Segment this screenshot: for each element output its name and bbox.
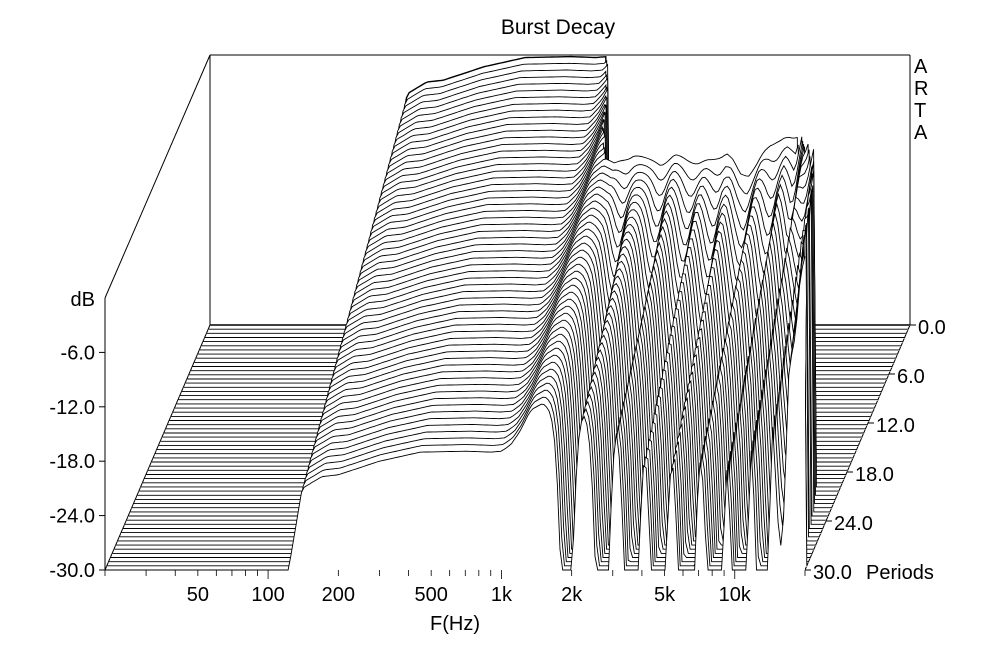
y-tick-label: -24.0 <box>49 506 95 528</box>
decay-slice-line <box>165 144 866 430</box>
z-axis-label: Periods <box>866 562 934 584</box>
x-axis-ticks: 50 100 200 500 1k 2k 5k 10k <box>104 570 806 606</box>
decay-slice-line <box>105 256 806 571</box>
x-tick-label: 1k <box>491 584 513 606</box>
y-tick-label: -30.0 <box>49 560 95 582</box>
left-depth-bottom-edge <box>104 324 211 571</box>
x-tick-label: 50 <box>187 584 209 606</box>
decay-slice-line <box>160 143 861 442</box>
x-tick-label: 500 <box>414 584 447 606</box>
decay-slice-line <box>167 136 868 426</box>
z-tick-label: 18.0 <box>855 464 894 486</box>
y-axis-ticks: -6.0 -12.0 -18.0 -24.0 -30.0 <box>49 342 105 582</box>
x-tick-label: 200 <box>322 584 355 606</box>
x-tick-label: 5k <box>654 584 676 606</box>
x-tick-label: 2k <box>561 584 583 606</box>
decay-slices <box>105 55 910 571</box>
left-depth-top-edge <box>104 54 211 299</box>
y-axis-label: dB <box>71 289 95 311</box>
z-tick-label: 30.0 <box>813 562 852 584</box>
decay-slice-line <box>108 245 809 563</box>
decay-slice-line <box>163 136 864 434</box>
y-tick-label: -18.0 <box>49 451 95 473</box>
y-tick-label: -12.0 <box>49 397 95 419</box>
z-tick-label: 6.0 <box>897 366 925 388</box>
z-axis-ticks: 0.0 6.0 12.0 18.0 24.0 30.0 <box>805 317 946 584</box>
x-axis-label: F(Hz) <box>430 613 480 635</box>
z-tick-label: 24.0 <box>834 513 873 535</box>
decay-slice-line <box>106 250 808 567</box>
decay-slice-fill <box>133 193 834 505</box>
z-tick-label: 0.0 <box>918 317 946 339</box>
x-tick-label: 10k <box>719 584 752 606</box>
decay-slice-fill <box>105 256 805 571</box>
x-tick-label: 100 <box>251 584 284 606</box>
decay-slice-fill <box>126 228 827 522</box>
z-tick-label: 12.0 <box>876 415 915 437</box>
chart-title: Burst Decay <box>501 16 616 39</box>
decay-slice-line <box>110 256 811 558</box>
decay-slice-line <box>161 140 862 438</box>
y-tick-label: -6.0 <box>61 342 95 364</box>
